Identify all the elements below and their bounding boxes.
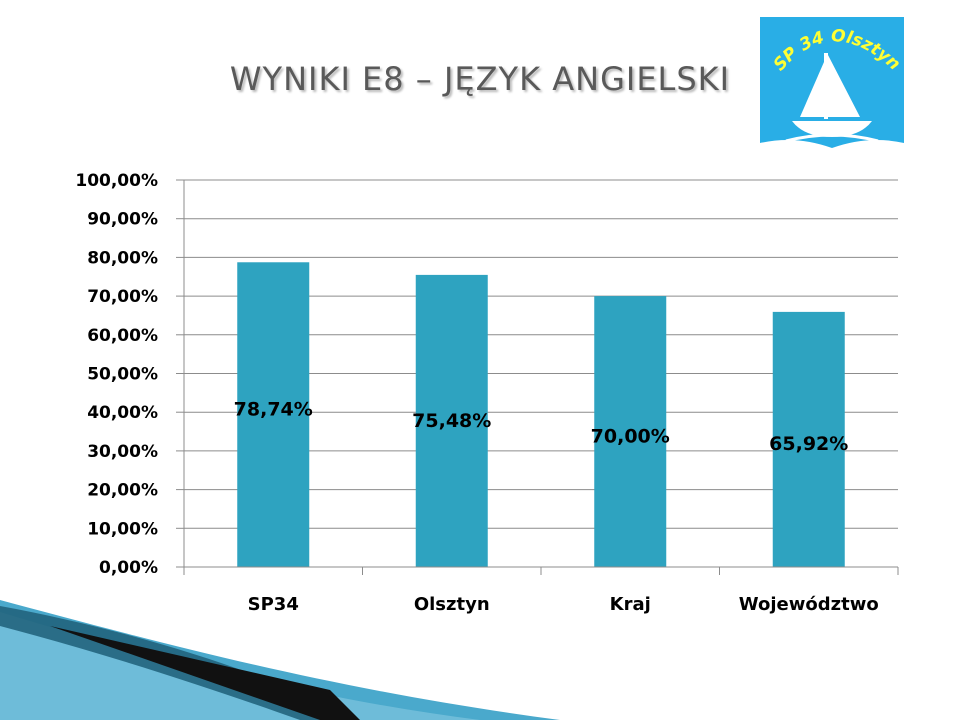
- x-tick-label: Kraj: [610, 594, 651, 615]
- slide-title: WYNIKI E8 – JĘZYK ANGIELSKI: [229, 60, 731, 98]
- data-label: 70,00%: [591, 425, 670, 447]
- y-tick-label: 0,00%: [99, 558, 158, 578]
- bar: [772, 311, 845, 567]
- y-tick-label: 30,00%: [87, 442, 158, 462]
- x-axis-ticks: SP34 Olsztyn Kraj Województwo: [248, 594, 879, 615]
- logo-hull: [792, 121, 872, 137]
- logo-sail-main: [800, 62, 824, 117]
- bar: [594, 296, 667, 567]
- data-label: 75,48%: [412, 410, 491, 432]
- bar: [237, 262, 310, 567]
- y-tick-label: 60,00%: [87, 326, 158, 346]
- bars: [237, 262, 845, 567]
- school-logo: SP 34 Olsztyn: [760, 17, 904, 148]
- axes: [183, 180, 899, 575]
- y-tick-label: 10,00%: [87, 519, 158, 539]
- bar: [415, 274, 488, 567]
- data-labels: 78,74% 75,48% 70,00% 65,92%: [234, 398, 849, 455]
- x-tick-label: Województwo: [739, 594, 879, 615]
- y-tick-label: 50,00%: [87, 365, 158, 385]
- x-tick-label: SP34: [248, 594, 299, 615]
- y-tick-label: 80,00%: [87, 248, 158, 268]
- y-axis-ticks: 0,00% 10,00% 20,00% 30,00% 40,00% 50,00% 60,00…: [75, 171, 158, 578]
- y-tick-label: 100,00%: [75, 171, 158, 191]
- logo-wave: [785, 133, 879, 143]
- y-tick-label: 20,00%: [87, 481, 158, 501]
- y-tick-label: 90,00%: [87, 210, 158, 230]
- x-tick-label: Olsztyn: [414, 594, 490, 615]
- data-label: 78,74%: [234, 398, 313, 420]
- logo-mast: [824, 53, 828, 119]
- logo-sail-front: [828, 55, 860, 117]
- y-tick-label: 70,00%: [87, 287, 158, 307]
- y-tick-label: 40,00%: [87, 403, 158, 423]
- data-label: 65,92%: [769, 433, 848, 455]
